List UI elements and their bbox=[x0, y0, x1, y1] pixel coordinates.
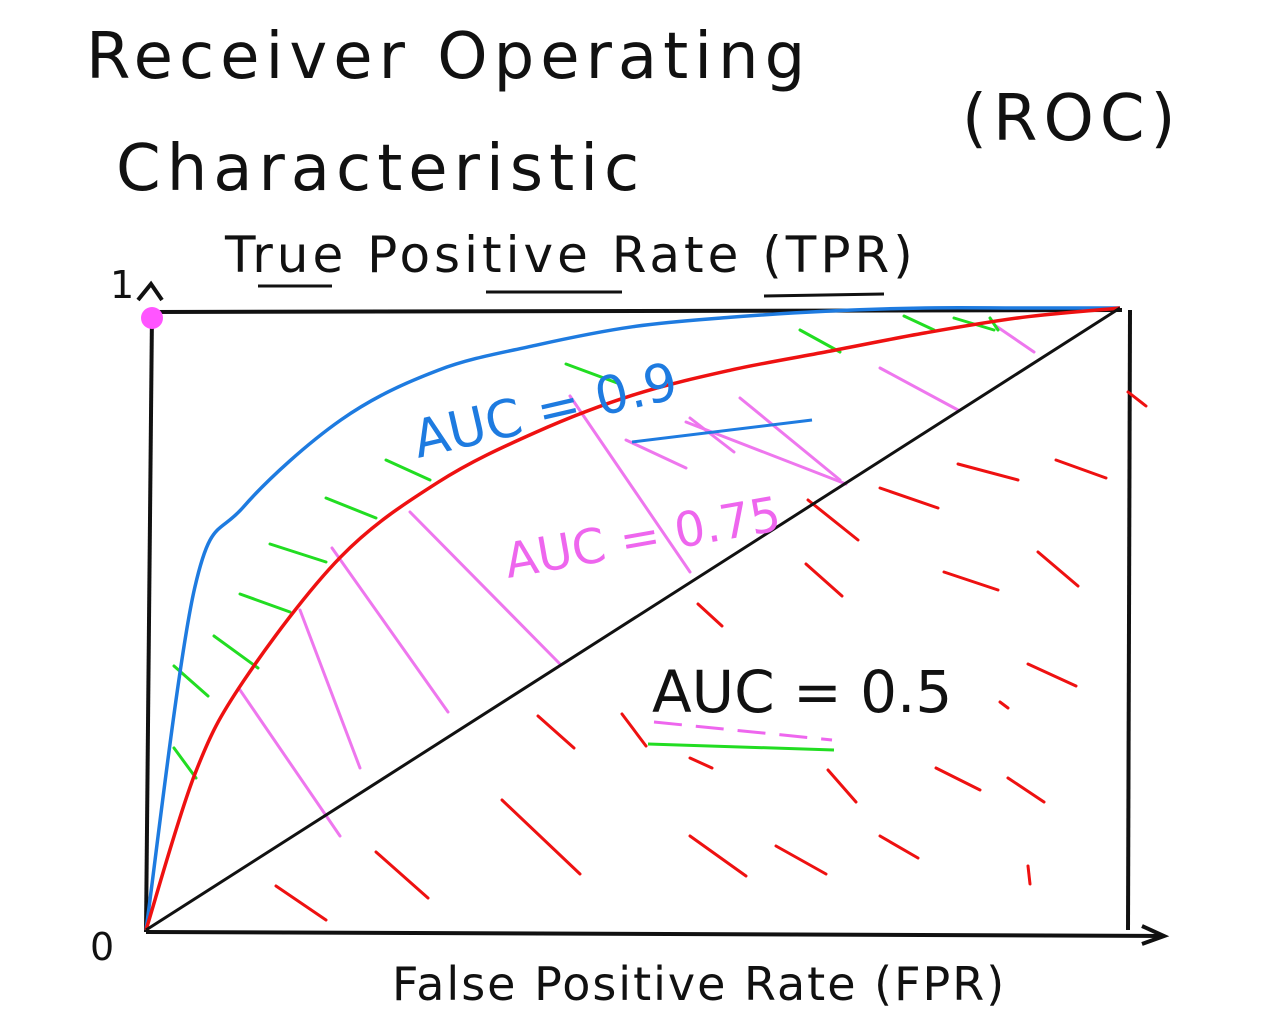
x-axis-arrow bbox=[1141, 924, 1170, 946]
x-axis bbox=[145, 930, 1161, 938]
red-hatch-4 bbox=[806, 498, 860, 542]
red-hatch-19 bbox=[878, 834, 920, 860]
underline-auc-05-green bbox=[647, 742, 835, 752]
green-hatch-7 bbox=[268, 542, 328, 564]
tick-y-one: 1 bbox=[110, 263, 134, 307]
label-auc-05: AUC = 0.5 bbox=[652, 658, 952, 726]
underline-auc-05-pink bbox=[653, 720, 833, 742]
pink-hatch-3 bbox=[688, 416, 736, 454]
title-line1: Receiver Operating bbox=[86, 20, 811, 94]
red-hatch-22 bbox=[1026, 864, 1032, 886]
red-hatch-16 bbox=[500, 798, 582, 876]
pink-hatch-2 bbox=[738, 396, 842, 482]
green-hatch-5 bbox=[384, 458, 432, 482]
pink-hatch-5 bbox=[408, 510, 562, 666]
red-hatch-0 bbox=[1126, 390, 1148, 408]
green-hatch-0 bbox=[902, 314, 936, 332]
red-hatch-12 bbox=[688, 756, 714, 770]
green-hatch-9 bbox=[212, 634, 260, 670]
green-hatch-11 bbox=[172, 746, 198, 780]
title-line2: Characteristic bbox=[116, 132, 645, 206]
y-label-underlines bbox=[258, 284, 885, 298]
y-axis-label: True Positive Rate (TPR) bbox=[224, 226, 917, 284]
red-hatch-18 bbox=[774, 844, 828, 876]
top-border bbox=[151, 308, 1123, 314]
underline-auc-09 bbox=[631, 418, 813, 444]
pink-hatch-10 bbox=[624, 438, 688, 470]
red-hatch-1 bbox=[1054, 458, 1108, 480]
pink-hatch-1 bbox=[878, 366, 960, 412]
red-hatch-5 bbox=[942, 570, 1000, 592]
right-border bbox=[1126, 309, 1132, 931]
green-hatch-4 bbox=[564, 362, 622, 386]
red-hatch-6 bbox=[1036, 550, 1080, 588]
red-hatch-20 bbox=[374, 850, 430, 900]
title-abbr: (ROC) bbox=[962, 82, 1181, 156]
pink-hatch-6 bbox=[330, 546, 450, 714]
top-left-marker bbox=[141, 307, 163, 329]
pink-hatch-8 bbox=[238, 688, 342, 838]
red-hatch-10 bbox=[536, 714, 576, 750]
curve-auc-0-75 bbox=[144, 306, 1121, 931]
curve-auc-0-5 bbox=[145, 306, 1121, 932]
red-hatch-3 bbox=[878, 486, 940, 510]
tick-origin: 0 bbox=[90, 925, 114, 969]
curve-auc-0-9 bbox=[144, 306, 1120, 931]
pink-hatch-4 bbox=[568, 394, 692, 574]
red-hatch-9 bbox=[1026, 662, 1078, 688]
red-hatch-8 bbox=[696, 602, 724, 628]
pink-hatch-7 bbox=[298, 608, 362, 770]
hatch-auc-05 bbox=[274, 390, 1148, 922]
y-axis bbox=[144, 311, 154, 933]
red-hatch-17 bbox=[688, 834, 748, 878]
green-hatch-6 bbox=[324, 496, 378, 520]
green-hatch-2 bbox=[798, 328, 842, 354]
y-axis-arrow bbox=[136, 280, 164, 302]
red-hatch-15 bbox=[1006, 776, 1046, 804]
red-hatch-23 bbox=[998, 700, 1010, 710]
x-axis-label: False Positive Rate (FPR) bbox=[392, 957, 1006, 1011]
plot-frame bbox=[136, 280, 1170, 946]
green-hatch-3 bbox=[988, 316, 1000, 332]
red-hatch-2 bbox=[956, 462, 1020, 482]
roc-curves bbox=[144, 306, 1121, 932]
pink-hatch-0 bbox=[994, 324, 1036, 354]
underline-rate bbox=[763, 292, 885, 298]
title-block: Receiver Operating Characteristic (ROC) bbox=[86, 20, 1181, 206]
red-hatch-13 bbox=[826, 768, 858, 804]
red-hatch-21 bbox=[274, 884, 328, 922]
label-auc-09: AUC = 0.9 bbox=[407, 352, 683, 471]
red-hatch-7 bbox=[804, 562, 844, 598]
red-hatch-14 bbox=[934, 766, 982, 792]
green-hatch-8 bbox=[238, 592, 292, 614]
red-hatch-11 bbox=[620, 712, 648, 748]
